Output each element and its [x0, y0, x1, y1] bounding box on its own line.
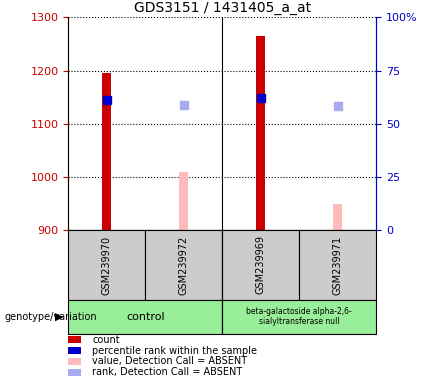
Point [257, 95, 264, 101]
Point [334, 103, 341, 109]
Text: GSM239971: GSM239971 [333, 235, 343, 295]
Bar [68, 300, 222, 334]
Text: rank, Detection Call = ABSENT: rank, Detection Call = ABSENT [92, 367, 242, 377]
Text: GSM239972: GSM239972 [179, 235, 189, 295]
Bar [145, 230, 222, 300]
Text: GSM239970: GSM239970 [102, 235, 112, 295]
Bar [222, 230, 299, 300]
Point [180, 102, 187, 108]
Bar [102, 73, 111, 230]
Title: GDS3151 / 1431405_a_at: GDS3151 / 1431405_a_at [134, 1, 311, 15]
Text: beta-galactoside alpha-2,6-
sialyltransferase null: beta-galactoside alpha-2,6- sialyltransf… [246, 307, 352, 326]
Text: genotype/variation: genotype/variation [4, 312, 97, 322]
Bar [256, 36, 265, 230]
Bar [222, 300, 376, 334]
Text: control: control [126, 312, 165, 322]
Bar [179, 172, 188, 230]
Bar [333, 204, 342, 230]
Text: count: count [92, 335, 120, 345]
Text: value, Detection Call = ABSENT: value, Detection Call = ABSENT [92, 356, 248, 366]
Text: GSM239969: GSM239969 [256, 235, 266, 295]
Bar [68, 230, 145, 300]
Bar [299, 230, 376, 300]
Text: ▶: ▶ [55, 312, 64, 322]
Text: percentile rank within the sample: percentile rank within the sample [92, 346, 257, 356]
Point [103, 97, 110, 103]
